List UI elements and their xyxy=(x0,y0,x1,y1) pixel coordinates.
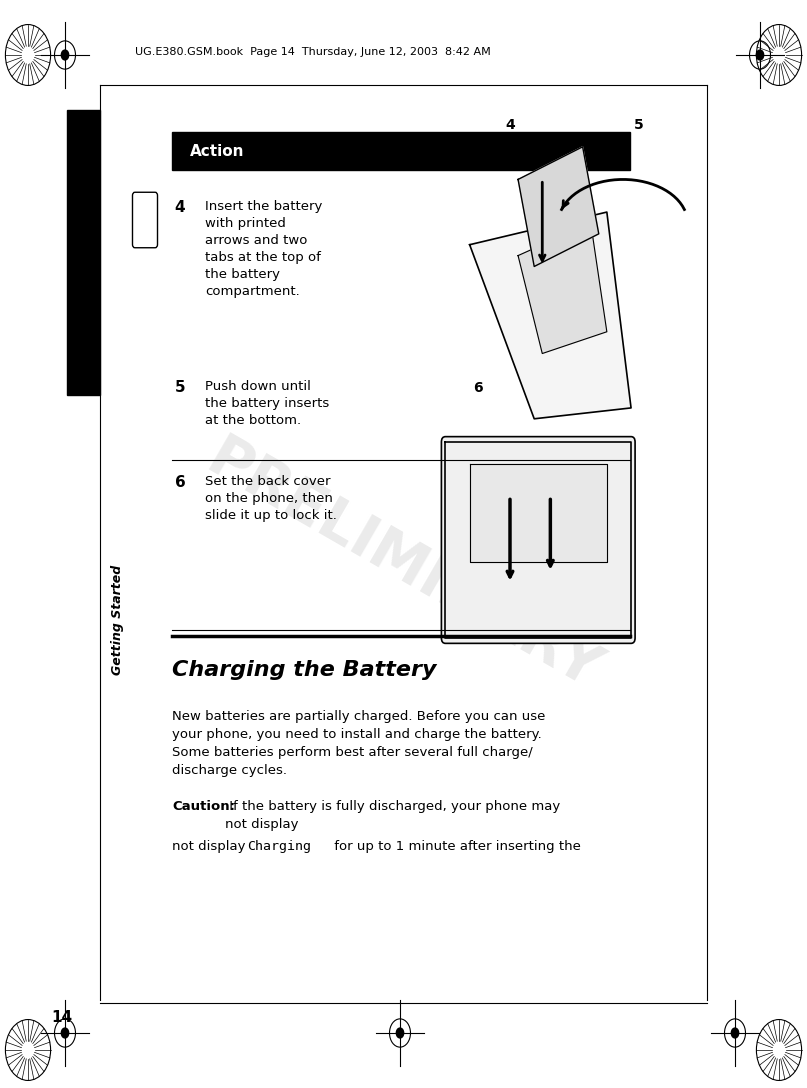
Circle shape xyxy=(731,1028,738,1038)
Polygon shape xyxy=(470,212,631,419)
Text: Charging: Charging xyxy=(247,840,311,853)
Text: Caution:: Caution: xyxy=(172,800,235,813)
Polygon shape xyxy=(518,147,599,267)
Text: Getting Started: Getting Started xyxy=(111,565,124,676)
Bar xyxy=(67,110,100,395)
Bar xyxy=(172,132,630,170)
Polygon shape xyxy=(445,442,631,638)
Text: 6: 6 xyxy=(174,475,186,490)
FancyBboxPatch shape xyxy=(441,436,635,643)
Text: New batteries are partially charged. Before you can use
your phone, you need to : New batteries are partially charged. Bef… xyxy=(172,710,546,777)
Text: PRELIMINARY: PRELIMINARY xyxy=(197,430,610,702)
Text: 5: 5 xyxy=(174,380,186,395)
Polygon shape xyxy=(518,223,607,354)
Circle shape xyxy=(396,1028,404,1038)
Text: Insert the battery
with printed
arrows and two
tabs at the top of
the battery
co: Insert the battery with printed arrows a… xyxy=(205,200,322,298)
Text: Charging the Battery: Charging the Battery xyxy=(172,660,437,680)
Text: 5: 5 xyxy=(634,118,644,132)
Text: 4: 4 xyxy=(174,200,186,215)
Circle shape xyxy=(756,50,763,60)
Text: 4: 4 xyxy=(505,118,515,132)
Text: 6: 6 xyxy=(473,381,483,395)
Text: 14: 14 xyxy=(52,1010,73,1025)
Text: Push down until
the battery inserts
at the bottom.: Push down until the battery inserts at t… xyxy=(205,380,329,426)
Text: Action: Action xyxy=(190,144,245,159)
Text: UG.E380.GSM.book  Page 14  Thursday, June 12, 2003  8:42 AM: UG.E380.GSM.book Page 14 Thursday, June … xyxy=(135,47,491,57)
Circle shape xyxy=(61,50,69,60)
FancyBboxPatch shape xyxy=(132,193,157,248)
Text: not display: not display xyxy=(172,840,249,853)
Text: Set the back cover
on the phone, then
slide it up to lock it.: Set the back cover on the phone, then sl… xyxy=(205,475,337,522)
Text: for up to 1 minute after inserting the: for up to 1 minute after inserting the xyxy=(330,840,581,853)
Circle shape xyxy=(61,1028,69,1038)
Text: If the battery is fully discharged, your phone may
not display: If the battery is fully discharged, your… xyxy=(225,800,560,831)
Polygon shape xyxy=(470,463,607,561)
